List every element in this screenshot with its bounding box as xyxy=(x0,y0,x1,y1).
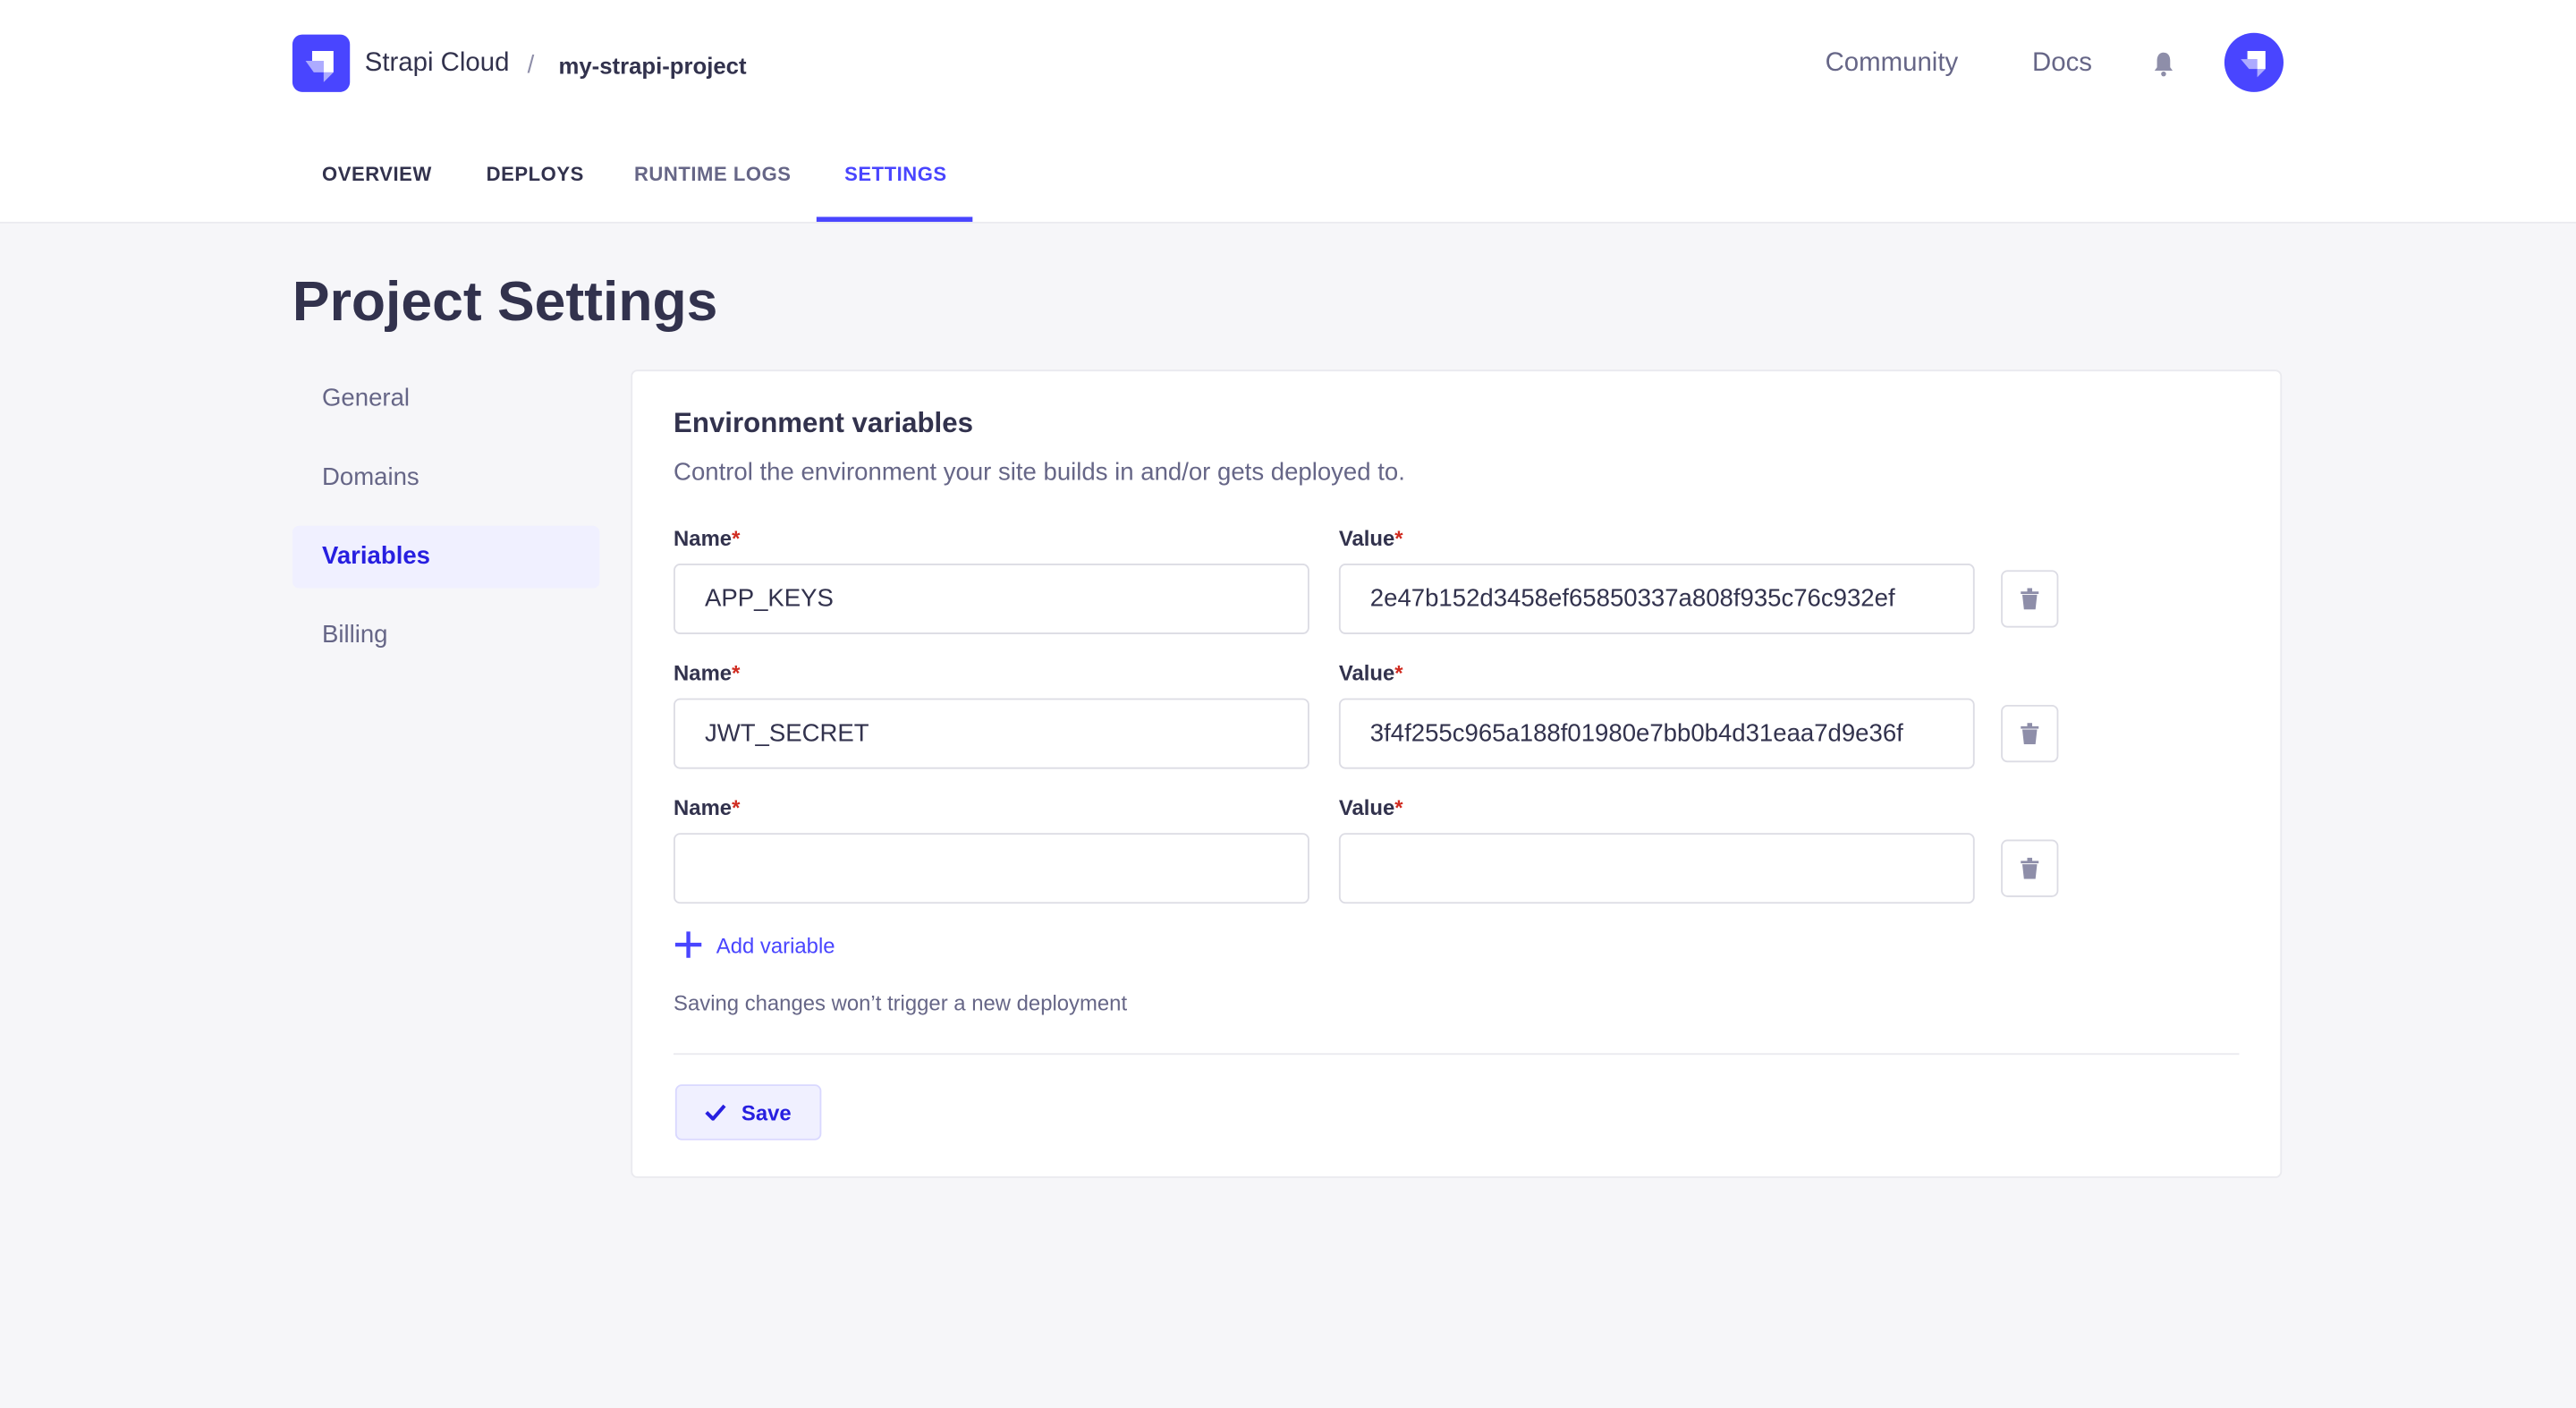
name-label: Name* xyxy=(674,660,741,685)
value-label: Value* xyxy=(1338,794,1403,820)
required-mark: * xyxy=(732,794,741,820)
sidebar-item-general[interactable]: General xyxy=(321,384,411,413)
divider xyxy=(674,1053,2240,1056)
delete-variable-button[interactable] xyxy=(2001,570,2059,628)
required-mark: * xyxy=(1394,525,1403,551)
value-label: Value* xyxy=(1338,525,1403,551)
bell-icon[interactable] xyxy=(2152,51,2175,77)
env-variables-card xyxy=(631,369,2283,1178)
variable-name-input[interactable]: JWT_SECRET xyxy=(674,698,1309,769)
variable-value-input[interactable]: 3f4f255c965a188f01980e7bb0b4d31eaa7d9e36… xyxy=(1338,698,1975,769)
save-button[interactable]: Save xyxy=(674,1084,822,1141)
add-variable-button[interactable]: Add variable xyxy=(674,930,835,960)
strapi-logo[interactable] xyxy=(292,34,351,92)
save-label: Save xyxy=(741,1099,792,1125)
section-title: Environment variables xyxy=(674,407,973,439)
active-tab-indicator xyxy=(816,216,973,222)
add-variable-label: Add variable xyxy=(716,932,835,957)
variable-name-input[interactable]: APP_KEYS xyxy=(674,563,1309,634)
tab-deploys[interactable]: DEPLOYS xyxy=(486,162,584,186)
delete-variable-button[interactable] xyxy=(2001,839,2059,897)
sidebar-item-variables[interactable]: Variables xyxy=(292,525,600,589)
value-label: Value* xyxy=(1338,660,1403,685)
community-link[interactable]: Community xyxy=(1825,49,1959,78)
breadcrumb-project[interactable]: my-strapi-project xyxy=(558,52,747,80)
user-avatar[interactable] xyxy=(2224,32,2284,92)
check-icon xyxy=(705,1104,727,1121)
required-mark: * xyxy=(1394,794,1403,820)
required-mark: * xyxy=(1394,660,1403,685)
brand-name: Strapi Cloud xyxy=(364,49,510,78)
tab-overview[interactable]: OVERVIEW xyxy=(321,162,432,186)
delete-variable-button[interactable] xyxy=(2001,704,2059,763)
sidebar-item-domains[interactable]: Domains xyxy=(321,462,419,492)
variable-value-input[interactable] xyxy=(1338,833,1975,904)
trash-icon xyxy=(2021,588,2039,610)
variable-name-input[interactable] xyxy=(674,833,1309,904)
variable-value-input[interactable]: 2e47b152d3458ef65850337a808f935c76c932ef xyxy=(1338,563,1975,634)
tab-runtime-logs[interactable]: RUNTIME LOGS xyxy=(633,162,792,186)
sidebar-item-billing[interactable]: Billing xyxy=(321,621,388,649)
name-label: Name* xyxy=(674,794,741,820)
page-title: Project Settings xyxy=(292,271,718,334)
save-note: Saving changes won’t trigger a new deplo… xyxy=(674,990,1128,1016)
docs-link[interactable]: Docs xyxy=(2031,49,2092,78)
required-mark: * xyxy=(732,525,741,551)
section-description: Control the environment your site builds… xyxy=(674,458,1405,487)
name-label: Name* xyxy=(674,525,741,551)
trash-icon xyxy=(2021,857,2039,879)
trash-icon xyxy=(2021,723,2039,745)
top-header: Strapi Cloud / my-strapi-project Communi… xyxy=(0,0,2576,224)
tab-settings[interactable]: SETTINGS xyxy=(844,162,947,186)
required-mark: * xyxy=(732,660,741,685)
breadcrumb-separator: / xyxy=(527,50,535,80)
plus-icon xyxy=(674,931,702,958)
